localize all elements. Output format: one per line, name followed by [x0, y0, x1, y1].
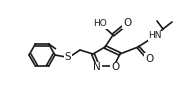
Text: HO: HO: [93, 20, 107, 29]
Text: O: O: [123, 18, 131, 28]
Text: O: O: [111, 62, 119, 73]
Text: O: O: [145, 54, 153, 64]
Text: HN: HN: [148, 32, 162, 40]
Text: S: S: [65, 52, 71, 62]
Text: N: N: [93, 62, 101, 73]
